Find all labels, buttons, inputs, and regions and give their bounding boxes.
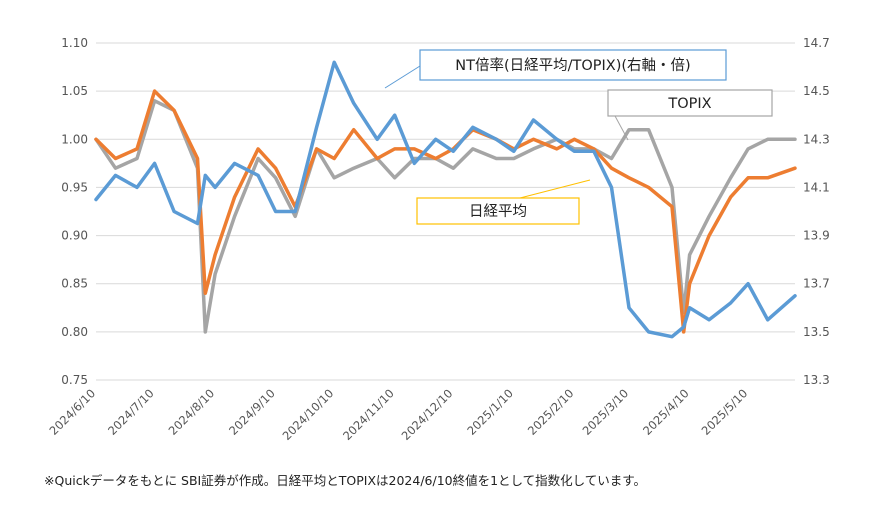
nt-ratio-line-chart: 1.101.051.000.950.900.850.800.75 14.714.… (47, 36, 830, 443)
x-tick-label: 2025/3/10 (580, 386, 632, 438)
x-tick-label: 2025/1/10 (464, 386, 516, 438)
y-right-tick-label: 13.9 (803, 229, 830, 243)
y-left-tick-label: 0.85 (61, 277, 88, 291)
y-left-tick-label: 0.75 (61, 373, 88, 387)
y-right-tick-label: 14.1 (803, 180, 830, 194)
y-right-tick-label: 13.3 (803, 373, 830, 387)
annotation-box-nt (419, 49, 727, 81)
annotations: NT倍率(日経平均/TOPIX)(右軸・倍) TOPIX 日経平均 (384, 49, 773, 225)
x-tick-label: 2024/12/10 (399, 386, 456, 443)
annotation-leader-nikkei (519, 179, 591, 199)
footnote: ※Quickデータをもとに SBI証券が作成。日経平均とTOPIXは2024/6… (44, 473, 647, 488)
left-y-axis: 1.10 1.05 1.00 0.95 0.90 0.85 0.80 0.75 (61, 36, 88, 387)
y-left-tick-label: 0.80 (61, 325, 88, 339)
x-tick-label: 2024/11/10 (340, 386, 397, 443)
y-left-tick-label: 0.90 (61, 229, 88, 243)
y-left-tick-label: 1.05 (61, 84, 88, 98)
y-right-tick-label: 14.5 (803, 84, 830, 98)
y-left-tick-label: 0.95 (61, 180, 88, 194)
annotation-box-topix (607, 89, 773, 117)
x-axis: 2024/6/10 2024/7/10 2024/8/10 2024/9/10 2024… (47, 386, 751, 443)
y-right-tick-label: 13.5 (803, 325, 830, 339)
annotation-label-nikkei: 日経平均 (469, 203, 527, 220)
y-right-tick-label: 14.7 (803, 36, 830, 50)
annotation-leader-nt (384, 65, 421, 89)
x-tick-label: 2024/7/10 (105, 386, 157, 438)
x-tick-label: 2024/10/10 (280, 386, 337, 443)
annotation-label-nt: NT倍率(日経平均/TOPIX)(右軸・倍) (455, 57, 690, 74)
x-tick-label: 2024/8/10 (166, 386, 218, 438)
x-tick-label: 2025/2/10 (525, 386, 577, 438)
y-left-tick-label: 1.10 (61, 36, 88, 50)
series-lines (94, 60, 797, 339)
series-line-2 (94, 60, 797, 339)
x-tick-label: 2025/4/10 (640, 386, 692, 438)
right-y-axis: 14.7 14.5 14.3 14.1 13.9 13.7 13.5 13.3 (803, 36, 830, 387)
x-tick-label: 2024/6/10 (47, 386, 99, 438)
annotation-box-nikkei (416, 197, 580, 225)
annotation-label-topix: TOPIX (667, 96, 711, 112)
y-right-tick-label: 14.3 (803, 132, 830, 146)
x-tick-label: 2024/9/10 (226, 386, 278, 438)
y-right-tick-label: 13.7 (803, 277, 830, 291)
series-line-0 (94, 89, 797, 334)
x-tick-label: 2025/5/10 (699, 386, 751, 438)
series-line-1 (94, 99, 797, 334)
y-left-tick-label: 1.00 (61, 132, 88, 146)
